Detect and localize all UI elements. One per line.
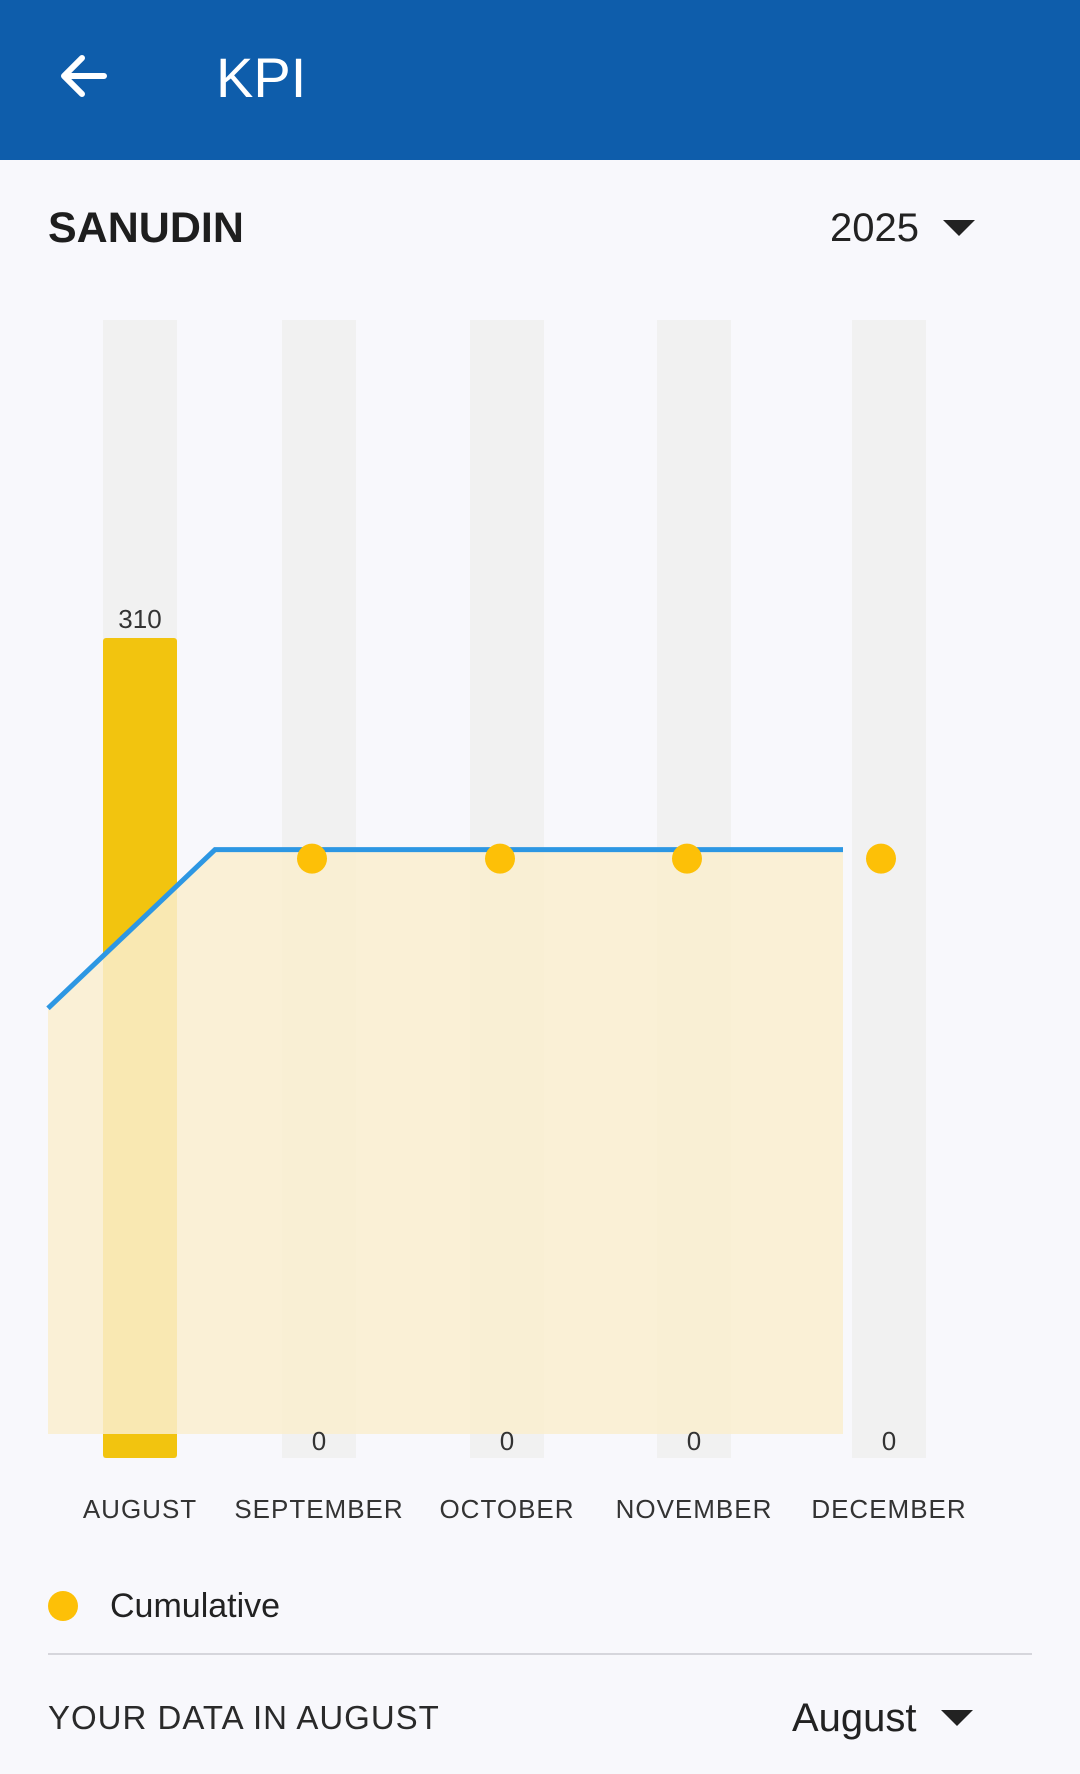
year-select[interactable]: 2025 xyxy=(830,198,1010,258)
tick-label: SEPTEMBER xyxy=(234,1494,403,1524)
cumulative-point xyxy=(866,843,896,874)
data-section-title: YOUR DATA IN AUGUST xyxy=(48,1699,440,1736)
cumulative-area xyxy=(48,849,843,1434)
cumulative-line xyxy=(46,847,843,1011)
arrow-left-icon[interactable] xyxy=(52,44,116,108)
chart-legend: Cumulative xyxy=(48,1584,280,1628)
legend-label: Cumulative xyxy=(110,1586,281,1625)
month-select-value: August xyxy=(792,1695,917,1740)
page-title: KPI xyxy=(216,46,307,109)
tick-label: DECEMBER xyxy=(811,1494,966,1524)
legend-dot-icon xyxy=(48,1591,78,1621)
divider xyxy=(48,1653,1032,1655)
data-label: 0 xyxy=(500,1426,514,1456)
user-name: SANUDIN xyxy=(48,204,244,252)
tick-label: NOVEMBER xyxy=(616,1494,773,1524)
cumulative-point xyxy=(485,843,515,874)
cumulative-point xyxy=(297,843,327,874)
data-label: 0 xyxy=(312,1426,326,1456)
data-label: 310 xyxy=(118,604,161,634)
cumulative-point xyxy=(672,843,702,874)
tick-label: AUGUST xyxy=(83,1494,197,1524)
caret-down-icon xyxy=(940,1710,973,1726)
kpi-chart: 310 0 0 0 0 AUGUST SEPTEMBER OCTOBER NOVEMBER DEC… xyxy=(46,320,966,1524)
caret-down-icon xyxy=(942,220,975,236)
app-bar: KPI xyxy=(0,0,1080,160)
bar-track xyxy=(852,320,926,1458)
year-select-value: 2025 xyxy=(830,205,919,250)
tick-label: OCTOBER xyxy=(439,1494,574,1524)
data-label: 0 xyxy=(687,1426,701,1456)
month-select[interactable]: August xyxy=(792,1690,1022,1746)
data-label: 0 xyxy=(882,1426,896,1456)
